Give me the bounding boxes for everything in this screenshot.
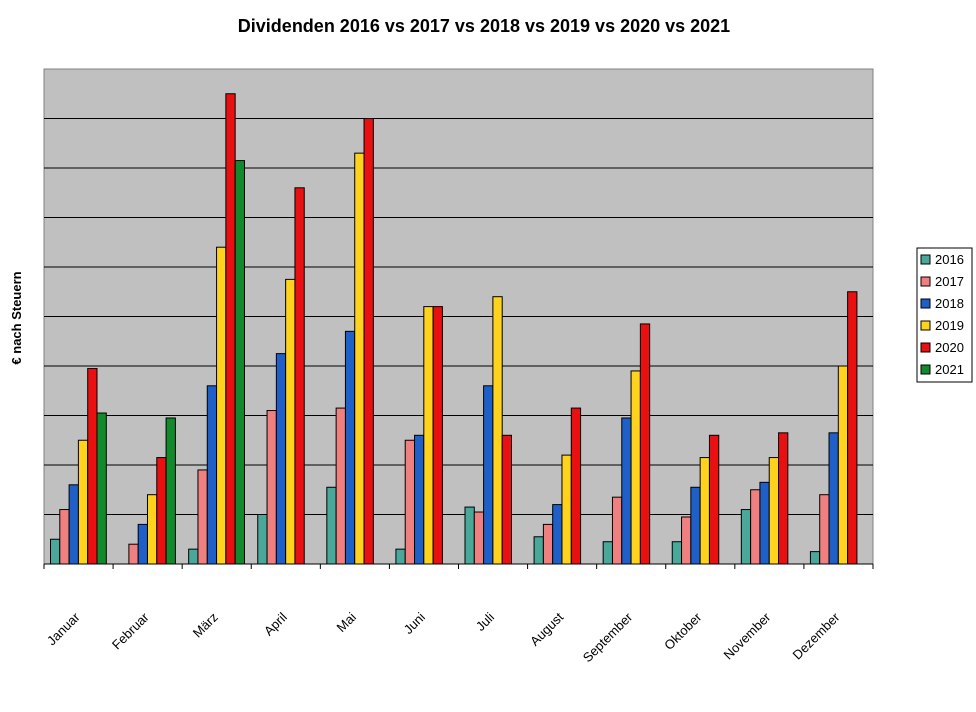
bar-2020-märz [225,93,236,565]
bar-2017-august [542,523,554,565]
bar-2019-januar [77,439,89,565]
legend-label-2016: 2016 [935,252,964,267]
bar-2019-november [768,457,780,565]
bar-2018-august [552,504,563,565]
bar-2016-juli [464,506,475,565]
bar-2018-januar [68,484,79,565]
bar-2017-dezember [819,494,830,565]
bar-2017-februar [128,543,139,565]
legend-swatch-2021 [920,364,931,375]
x-tick-label: August [527,609,566,648]
bar-2017-september [611,496,623,565]
bar-2017-mai [335,407,346,565]
legend-label-2018: 2018 [935,296,964,311]
x-tick-label: April [261,609,290,638]
x-tick-label: März [190,610,221,641]
bar-2021-märz [234,160,245,565]
x-tick-label: September [580,609,636,665]
bar-2016-januar [50,538,61,565]
bar-2019-september [630,370,641,565]
bar-2020-juni [432,306,443,565]
bar-2018-oktober [690,486,701,565]
bar-2020-september [639,323,651,565]
bar-2016-juni [395,548,406,565]
chart-title: Dividenden 2016 vs 2017 vs 2018 vs 2019 … [238,16,730,36]
bar-2017-januar [59,509,70,565]
x-tick-label: Juli [473,609,497,633]
bar-2021-februar [165,417,176,565]
bar-2016-september [602,541,613,565]
bar-2020-februar [156,457,167,565]
bar-2019-mai [354,152,365,565]
bar-2017-april [266,410,277,565]
legend-box [916,247,973,383]
bar-2018-dezember [828,432,839,565]
bar-2016-oktober [671,541,683,565]
x-tick-label: Juni [401,609,429,637]
bar-2020-mai [363,118,374,565]
bar-2020-oktober [708,434,720,565]
x-tick-label: Januar [44,609,83,648]
legend-swatch-2019 [920,320,931,331]
bar-2016-mai [326,486,337,565]
bar-2018-november [759,481,770,565]
bar-2021-januar [96,412,107,565]
bar-2018-mai [344,330,356,565]
bar-2017-juni [404,439,416,565]
gridlines [44,118,873,515]
bar-2018-juni [414,434,425,565]
bar-2019-märz [216,246,227,565]
x-tick-label: November [720,609,773,662]
bar-2019-februar [146,494,158,565]
bar-2016-november [740,509,752,565]
bar-2019-juli [492,296,503,565]
legend-swatch-2020 [920,342,931,353]
legend-swatch-2017 [920,276,931,287]
x-tick-label: Oktober [661,609,705,653]
bar-2017-oktober [681,516,692,565]
legend-label-2021: 2021 [935,362,964,377]
bar-2018-märz [206,385,218,565]
legend: 2016 2017 2018 2019 2020 2021 [916,247,973,383]
bar-2019-august [561,454,572,565]
legend-swatch-2016 [920,254,931,265]
bar-2016-august [533,536,544,565]
bars [50,93,858,565]
x-tick-labels: Januar Februar März April Mai Juni Juli August S… [44,609,843,665]
x-tick-label: Februar [109,609,152,652]
bar-2016-april [257,514,268,565]
x-tick-label: Dezember [790,609,843,662]
bar-2020-april [294,187,305,565]
bar-2019-oktober [699,457,710,565]
legend-label-2019: 2019 [935,318,964,333]
bar-2018-februar [137,523,148,565]
legend-label-2020: 2020 [935,340,964,355]
bar-2020-januar [87,367,98,565]
bar-2020-dezember [847,291,858,565]
bar-2017-november [750,489,761,565]
bar-2017-märz [197,469,208,565]
bar-2019-juni [423,306,434,565]
bar-2017-juli [473,511,485,565]
bar-2018-september [621,417,632,565]
bar-2019-dezember [837,365,849,565]
bar-2016-märz [188,548,199,565]
x-tick-label: Mai [334,609,359,634]
legend-label-2017: 2017 [935,274,964,289]
y-axis-label: € nach Steuern [9,271,24,364]
bar-2018-juli [483,385,494,565]
bar-2019-april [285,278,296,565]
bar-2020-juli [501,434,513,565]
bar-2020-august [570,407,582,565]
bar-2016-dezember [809,551,821,565]
legend-swatch-2018 [920,298,931,309]
bar-2020-november [778,432,789,565]
bar-2018-april [275,353,287,565]
x-axis [43,563,874,569]
